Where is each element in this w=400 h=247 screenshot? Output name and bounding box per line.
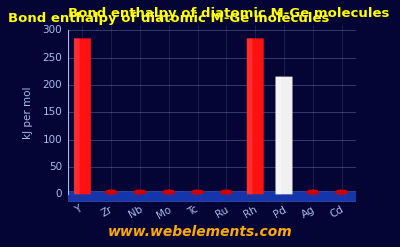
Ellipse shape — [104, 189, 118, 195]
Ellipse shape — [220, 189, 233, 195]
FancyBboxPatch shape — [247, 38, 264, 194]
Text: 50: 50 — [49, 162, 62, 172]
FancyBboxPatch shape — [247, 38, 252, 194]
FancyBboxPatch shape — [74, 38, 91, 194]
Text: www.webelements.com: www.webelements.com — [108, 225, 292, 239]
FancyBboxPatch shape — [276, 77, 281, 194]
Text: 150: 150 — [42, 107, 62, 117]
Ellipse shape — [162, 189, 176, 195]
Text: Nb: Nb — [127, 204, 144, 220]
Ellipse shape — [133, 189, 147, 195]
FancyBboxPatch shape — [74, 38, 80, 194]
Bar — [68, 191, 356, 201]
Text: Tc: Tc — [186, 204, 200, 218]
Text: Y: Y — [73, 204, 83, 216]
Ellipse shape — [306, 189, 320, 195]
Text: 250: 250 — [42, 53, 62, 62]
Text: Rh: Rh — [242, 204, 259, 220]
Text: 100: 100 — [43, 135, 62, 144]
Text: kJ per mol: kJ per mol — [23, 86, 33, 139]
Text: Ag: Ag — [300, 204, 317, 220]
Text: Bond enthalpy of diatomic M-Ge molecules: Bond enthalpy of diatomic M-Ge molecules — [68, 7, 389, 20]
Text: Pd: Pd — [272, 204, 288, 219]
Text: Zr: Zr — [100, 204, 114, 219]
Text: Mo: Mo — [155, 204, 174, 221]
Text: Bond enthalpy of diatomic M-Ge molecules: Bond enthalpy of diatomic M-Ge molecules — [8, 12, 329, 25]
Text: 200: 200 — [43, 80, 62, 90]
Ellipse shape — [191, 189, 204, 195]
FancyBboxPatch shape — [276, 77, 292, 194]
Text: 300: 300 — [43, 25, 62, 35]
Text: 0: 0 — [56, 189, 62, 199]
Ellipse shape — [335, 189, 348, 195]
Text: Cd: Cd — [329, 204, 346, 220]
Text: Ru: Ru — [214, 204, 230, 220]
